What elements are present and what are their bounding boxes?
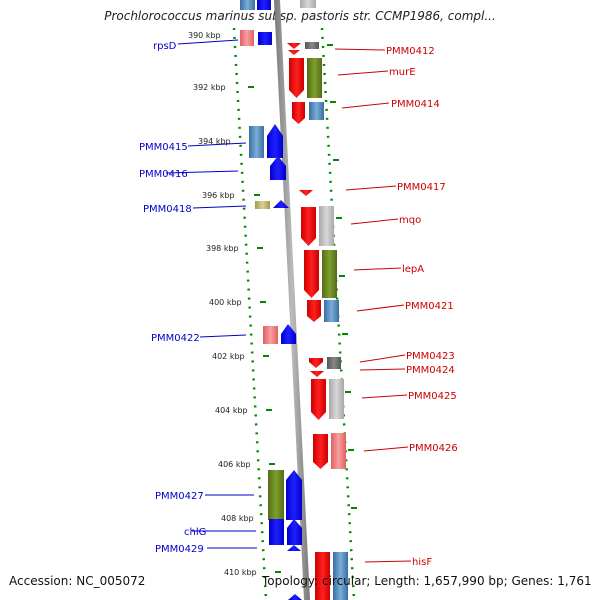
right-leader-lines	[334, 48, 412, 563]
gene-label-pmm0425[interactable]: PMM0425	[408, 391, 457, 402]
tick-label: 404 kbp	[215, 406, 248, 415]
gene-mqo-cog[interactable]	[319, 206, 334, 246]
gene-pmm0425[interactable]	[311, 379, 326, 420]
gene-lepa[interactable]	[304, 250, 319, 298]
gene-pmm0416[interactable]	[270, 156, 286, 180]
gene-partial[interactable]	[240, 0, 255, 10]
guide-lines	[232, 27, 356, 600]
gene-label-pmm0414[interactable]: PMM0414	[391, 99, 440, 110]
tick-label: 406 kbp	[218, 460, 251, 469]
gene-label-mure[interactable]: murE	[389, 67, 416, 78]
tick-label: 390 kbp	[188, 31, 221, 40]
gene-partial[interactable]	[300, 0, 316, 8]
tick-label: 402 kbp	[212, 352, 245, 361]
gene-lepa-cog[interactable]	[322, 250, 337, 298]
gene-label-mqo[interactable]: mqo	[399, 215, 421, 226]
genome-summary-text: Topology: circular; Length: 1,657,990 bp…	[262, 574, 592, 588]
left-gene-labels: rpsD PMM0415 PMM0416 PMM0418 PMM0422 PMM…	[139, 41, 206, 555]
gene-label-pmm0415[interactable]: PMM0415	[139, 142, 188, 153]
right-gene-track	[287, 0, 348, 600]
gene-hisf[interactable]	[315, 552, 330, 600]
gene-label-pmm0412[interactable]: PMM0412	[386, 46, 435, 57]
tick-label: 394 kbp	[198, 137, 231, 146]
gene-pmm0418[interactable]	[255, 201, 270, 209]
gene-pmm0423[interactable]	[309, 358, 323, 368]
tick-labels: 390 kbp 392 kbp 394 kbp 396 kbp 398 kbp …	[188, 31, 257, 577]
gene-pmm0414-cog[interactable]	[309, 102, 324, 120]
tick-label: 400 kbp	[209, 298, 242, 307]
gene-pmm0423-cog[interactable]	[327, 357, 341, 369]
gene-mure-cog[interactable]	[307, 58, 322, 98]
tick-label: 392 kbp	[193, 83, 226, 92]
tick-label: 396 kbp	[202, 191, 235, 200]
gene-pmm0424[interactable]	[310, 371, 324, 377]
gene-pmm0415-cog[interactable]	[267, 124, 283, 158]
gene-label-lepa[interactable]: lepA	[402, 264, 424, 275]
gene-pmm0414[interactable]	[292, 102, 305, 124]
gene-label-pmm0417[interactable]: PMM0417	[397, 182, 446, 193]
gene-hisf-cog[interactable]	[333, 552, 348, 600]
gene-chlg[interactable]	[269, 519, 284, 545]
gene-pmm0412-cog[interactable]	[305, 42, 319, 49]
gene-pmm0422-cog[interactable]	[281, 324, 296, 344]
gene-label-pmm0421[interactable]: PMM0421	[405, 301, 454, 312]
gene-label-pmm0416[interactable]: PMM0416	[139, 169, 188, 180]
gene-rpsd[interactable]	[240, 30, 254, 46]
gene-label-hisf[interactable]: hisF	[412, 557, 432, 568]
accession-text: Accession: NC_005072	[9, 574, 146, 588]
gene-label-pmm0424[interactable]: PMM0424	[406, 365, 455, 376]
gene-label-pmm0423[interactable]: PMM0423	[406, 351, 455, 362]
gene-label-pmm0429[interactable]: PMM0429	[155, 544, 204, 555]
gene-pmm0418-cog[interactable]	[273, 200, 289, 208]
gene-label-pmm0426[interactable]: PMM0426	[409, 443, 458, 454]
gene-pmm0429[interactable]	[287, 545, 301, 551]
gene-pmm0427[interactable]	[268, 470, 284, 520]
gene-partial[interactable]	[257, 0, 271, 10]
gene-pmm0426-cog[interactable]	[331, 433, 346, 469]
gene-mqo[interactable]	[301, 207, 316, 246]
gene-label-rpsd[interactable]: rpsD	[153, 41, 177, 52]
gene-partial-bottom[interactable]	[288, 594, 302, 600]
gene-pmm0425-cog[interactable]	[329, 379, 344, 419]
gene-pmm0427-cog[interactable]	[286, 470, 302, 520]
gene-pmm0412[interactable]	[287, 43, 301, 49]
left-leader-lines	[165, 39, 257, 549]
gene-pmm0421-cog[interactable]	[324, 300, 339, 322]
gene-label-pmm0427[interactable]: PMM0427	[155, 491, 204, 502]
gene-pmm0412b[interactable]	[288, 50, 300, 55]
gene-label-pmm0418[interactable]: PMM0418	[143, 204, 192, 215]
tick-label: 398 kbp	[206, 244, 239, 253]
gene-pmm0422[interactable]	[263, 326, 278, 344]
map-title: Prochlorococcus marinus subsp. pastoris …	[104, 9, 496, 23]
gene-label-chlg[interactable]: chlG	[184, 527, 206, 538]
gene-label-pmm0422[interactable]: PMM0422	[151, 333, 200, 344]
gene-pmm0415[interactable]	[249, 126, 264, 158]
right-gene-labels: PMM0412 murE PMM0414 PMM0417 mqo lepA PM…	[386, 46, 458, 568]
gene-pmm0426[interactable]	[313, 434, 328, 469]
gene-pmm0417[interactable]	[299, 190, 313, 196]
tick-label: 410 kbp	[224, 568, 257, 577]
gene-chlg-cog[interactable]	[287, 519, 302, 545]
gene-rpsd-cog[interactable]	[258, 32, 272, 45]
gene-mure[interactable]	[289, 58, 304, 98]
gene-pmm0421[interactable]	[307, 300, 321, 322]
left-gene-track	[240, 0, 302, 600]
tick-label: 408 kbp	[221, 514, 254, 523]
